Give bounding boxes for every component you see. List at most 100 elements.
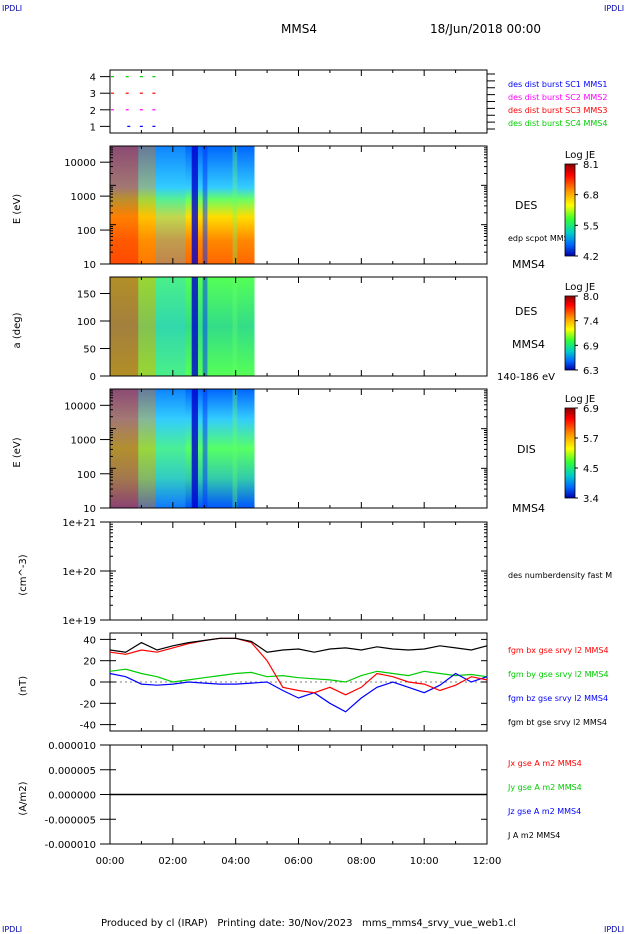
heatmap-ylabel: E (eV): [12, 194, 23, 224]
heatmap-band: [191, 277, 198, 376]
xtick-label: 06:00: [284, 856, 313, 867]
bfield-ytick-label: 0: [90, 678, 96, 689]
ytick-label: 150: [77, 290, 96, 301]
dis-e-label: DIS: [517, 443, 536, 456]
ytick-label: 1000: [71, 436, 96, 447]
burst-ytick-label: 3: [90, 89, 96, 100]
heatmap-band: [155, 277, 186, 376]
heatmap-band: [232, 146, 238, 264]
des-pa-label: DES: [515, 305, 537, 318]
ytick-label: 100: [77, 317, 96, 328]
ytick-label: 10000: [64, 158, 96, 169]
heatmap-band: [202, 146, 208, 264]
ytick-label: 1e+21: [62, 518, 96, 529]
bfield-series-by: [109, 668, 488, 683]
colorbar-tick: 7.4: [583, 317, 599, 328]
colorbar-tick: 8.0: [583, 292, 599, 303]
ytick-label: 10: [83, 504, 96, 515]
bfield-ytick-label: -20: [80, 699, 96, 710]
colorbar-tick: 4.5: [583, 464, 599, 475]
colorbar-tick: 6.9: [583, 404, 599, 415]
ytick-label: 100: [77, 226, 96, 237]
burst-ytick-label: 1: [90, 122, 96, 133]
bfield-series-bt: [109, 637, 488, 653]
bfield-legend-entry: fgm bz gse srvy l2 MMS4: [508, 694, 608, 703]
bfield-legend-entry: fgm bt gse srvy l2 MMS4: [508, 718, 607, 727]
datetime-title: 18/Jun/2018 00:00: [430, 22, 542, 36]
des-e-colorbar: [564, 163, 576, 257]
colorbar-tick: 8.1: [583, 160, 599, 171]
ytick-label: 0: [90, 372, 96, 383]
burst-ytick-label: 4: [90, 73, 96, 84]
heatmap-band: [110, 146, 139, 264]
dis-e-colorbar: [564, 407, 576, 499]
density-ylabel: (cm^-3): [18, 554, 29, 595]
heatmap-band: [155, 146, 186, 264]
bfield-series-bz: [109, 672, 488, 713]
ytick-label: 10000: [64, 401, 96, 412]
colorbar-tick: 6.3: [583, 366, 599, 377]
bfield-legend-entry: fgm bx gse srvy l2 MMS4: [508, 646, 609, 655]
current-legend-entry: Jy gse A m2 MMS4: [507, 783, 582, 792]
xtick-label: 08:00: [347, 856, 376, 867]
colorbar-title: Log JE: [565, 282, 595, 293]
des-pa-spacecraft-label: MMS4: [512, 338, 545, 351]
spacecraft-title: MMS4: [281, 22, 317, 36]
corner-bl: IPDLI: [2, 925, 23, 934]
current-legend-entry: Jz gse A m2 MMS4: [507, 807, 581, 816]
heatmap-band: [191, 146, 198, 264]
dis-e-spacecraft-label: MMS4: [512, 502, 545, 515]
des-pa-colorbar: [564, 295, 576, 371]
burst-legend-entry: des dist burst SC1 MMS1: [508, 80, 607, 89]
corner-tl: IPDLI: [2, 4, 23, 13]
bfield-legend-entry: fgm by gse srvy l2 MMS4: [508, 670, 609, 679]
burst-legend-entry: des dist burst SC2 MMS2: [508, 93, 607, 102]
current-ylabel: (A/m2): [18, 781, 29, 815]
xtick-label: 10:00: [410, 856, 439, 867]
bfield-ytick-label: 40: [83, 635, 96, 646]
colorbar-tick: 6.8: [583, 191, 599, 202]
heatmap-ylabel: E (eV): [12, 437, 23, 467]
des-scpot-label: edp scpot MMS4: [508, 234, 574, 243]
colorbar-tick: 3.4: [583, 494, 599, 505]
heatmap-band: [202, 389, 208, 508]
current-ytick-label: -0.000005: [45, 815, 96, 826]
current-legend-entry: Jx gse A m2 MMS4: [507, 759, 582, 768]
current-ytick-label: -0.000010: [45, 840, 96, 851]
burst-panel-frame: [109, 69, 488, 134]
colorbar-tick: 5.5: [583, 221, 599, 232]
heatmap-band: [232, 277, 238, 376]
current-ytick-label: 0.000010: [48, 741, 96, 752]
ytick-label: 1000: [71, 192, 96, 203]
density-panel-frame: [109, 521, 488, 621]
ytick-label: 100: [77, 470, 96, 481]
corner-tr: IPDLI: [604, 4, 625, 13]
xtick-label: 04:00: [221, 856, 250, 867]
colorbar-tick: 5.7: [583, 434, 599, 445]
colorbar-title: Log JE: [565, 150, 595, 161]
heatmap-band: [110, 277, 139, 376]
heatmap-band: [232, 389, 238, 508]
des-e-spacecraft-label: MMS4: [512, 258, 545, 271]
bfield-series-bx: [109, 637, 488, 696]
colorbar-title: Log JE: [565, 394, 595, 405]
des-pa-energy-range: 140-186 eV: [497, 372, 555, 383]
ytick-label: 1e+19: [62, 616, 96, 627]
heatmap-band: [191, 389, 198, 508]
ytick-label: 10: [83, 260, 96, 271]
current-ytick-label: 0.000000: [48, 791, 96, 802]
current-legend-entry: J A m2 MMS4: [507, 831, 560, 840]
footer-text: Produced by cl (IRAP) Printing date: 30/…: [101, 918, 516, 929]
bfield-ytick-label: -40: [80, 721, 96, 732]
xtick-label: 12:00: [473, 856, 502, 867]
heatmap-band: [138, 277, 156, 376]
density-legend-entry: des numberdensity fast M: [508, 571, 612, 580]
heatmap-band: [202, 277, 208, 376]
ytick-label: 50: [83, 345, 96, 356]
corner-br: IPDLI: [604, 925, 625, 934]
burst-ytick-label: 2: [90, 106, 96, 117]
colorbar-tick: 6.9: [583, 341, 599, 352]
burst-legend-entry: des dist burst SC4 MMS4: [508, 119, 607, 128]
bfield-ytick-label: 20: [83, 657, 96, 668]
